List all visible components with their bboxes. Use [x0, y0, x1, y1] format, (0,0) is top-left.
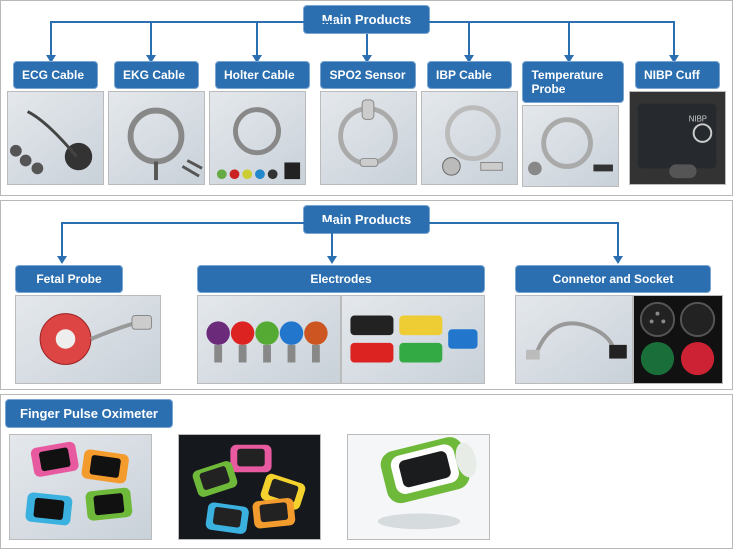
image-oximeter-group-2	[178, 434, 321, 540]
label-finger-pulse-oximeter: Finger Pulse Oximeter	[5, 399, 173, 428]
label-temperature-probe: Temperature Probe	[522, 61, 624, 103]
image-connector-cable	[515, 295, 633, 384]
item-nibp-cuff: NIBP Cuff NIBP	[629, 61, 726, 185]
label-connector-socket: Connetor and Socket	[515, 265, 711, 293]
section-main-products-1: Main Products ECG Cable EKG Cable	[0, 0, 733, 196]
image-nibp-cuff: NIBP	[629, 91, 726, 185]
label-holter-cable: Holter Cable	[215, 61, 310, 89]
item-ibp-cable: IBP Cable	[421, 61, 518, 185]
label-nibp-cuff: NIBP Cuff	[635, 61, 720, 89]
item-holter-cable: Holter Cable	[209, 61, 316, 185]
label-ecg-cable: ECG Cable	[13, 61, 98, 89]
image-fetal-probe	[15, 295, 161, 384]
svg-text:NIBP: NIBP	[689, 114, 707, 123]
section1-items-row: ECG Cable EKG Cable Holter Cable SPO2 Se…	[7, 61, 726, 187]
item-temperature-probe: Temperature Probe	[522, 61, 625, 187]
image-electrodes-clips	[341, 295, 485, 384]
item-ecg-cable: ECG Cable	[7, 61, 104, 185]
item-connector-socket: Connetor and Socket	[515, 265, 723, 384]
label-spo2-sensor: SPO2 Sensor	[320, 61, 416, 89]
item-electrodes: Electrodes	[197, 265, 485, 384]
image-ekg-cable	[108, 91, 205, 185]
image-electrodes-bulbs	[197, 295, 341, 384]
item-spo2-sensor: SPO2 Sensor	[320, 61, 417, 185]
section-main-products-2: Main Products Fetal Probe Electrodes	[0, 200, 733, 390]
image-spo2-sensor	[320, 91, 417, 185]
label-ekg-cable: EKG Cable	[114, 61, 199, 89]
image-temperature-probe	[522, 105, 619, 187]
image-ecg-cable	[7, 91, 104, 185]
image-oximeter-group-1	[9, 434, 152, 540]
image-holter-cable	[209, 91, 306, 185]
item-fetal-probe: Fetal Probe	[15, 265, 161, 384]
label-fetal-probe: Fetal Probe	[15, 265, 123, 293]
label-electrodes: Electrodes	[197, 265, 485, 293]
section3-images-row	[5, 432, 728, 544]
item-ekg-cable: EKG Cable	[108, 61, 205, 185]
tree-connectors-2	[1, 201, 732, 271]
section-finger-pulse-oximeter: Finger Pulse Oximeter	[0, 394, 733, 549]
image-sockets	[633, 295, 723, 384]
image-oximeter-single	[347, 434, 490, 540]
image-ibp-cable	[421, 91, 518, 185]
label-ibp-cable: IBP Cable	[427, 61, 512, 89]
